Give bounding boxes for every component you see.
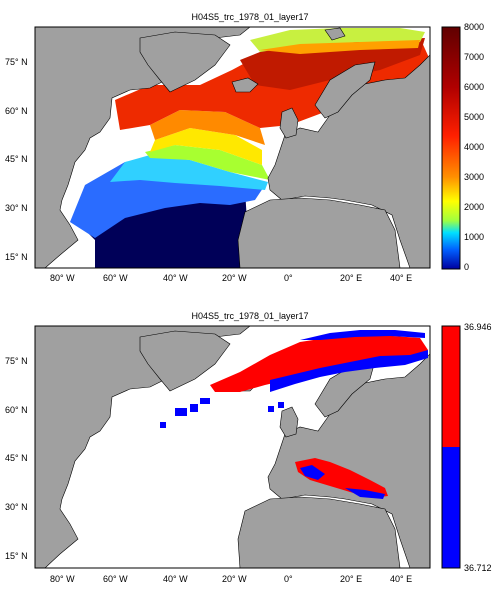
top-map-title: H04S5_trc_1978_01_layer17 [191, 12, 309, 22]
bottom-cell [278, 402, 284, 408]
top-land-africa [237, 197, 401, 268]
top-land-britain [279, 107, 299, 139]
bottom-field-arctic-blue [270, 350, 428, 392]
top-lon-label: 40° E [390, 273, 413, 283]
bottom-lat-label: 60° N [5, 405, 28, 415]
bottom-data-field [35, 326, 430, 568]
top-field-green [145, 145, 270, 180]
bottom-field-arctic-blue-north [300, 330, 425, 340]
bottom-lon-label: 0° [284, 574, 293, 584]
bottom-land-greenland [139, 330, 231, 392]
bottom-colorbar-max-label: 36.946 [464, 322, 492, 332]
top-colorbar-tick: 6000 [464, 82, 485, 92]
bottom-cell [200, 398, 210, 404]
top-colorbar-tick: 2000 [464, 202, 485, 212]
top-colorbar-tick: 7000 [464, 52, 485, 62]
bottom-lon-label: 40° W [163, 574, 188, 584]
bottom-colorbar-min-label: 36.712 [464, 563, 492, 573]
bottom-lon-label: 20° W [222, 574, 247, 584]
top-land-iceland [231, 77, 259, 93]
top-data-field [35, 27, 430, 268]
top-lon-label: 40° W [163, 273, 188, 283]
top-colorbar-tick: 1000 [464, 232, 485, 242]
bottom-lon-label: 80° W [50, 574, 75, 584]
top-colorbar-tick: 0 [464, 262, 470, 272]
top-map[interactable] [34, 26, 431, 269]
top-lon-label: 60° W [103, 273, 128, 283]
top-lon-label: 20° E [340, 273, 363, 283]
bottom-map-frame [34, 325, 431, 569]
bottom-map[interactable] [34, 325, 431, 569]
bottom-field-arctic-red [210, 335, 428, 392]
top-land-svalbard [324, 27, 346, 41]
top-land-eurasia [267, 27, 430, 268]
top-map-frame [34, 26, 431, 269]
top-land-scandinavia [314, 61, 376, 119]
top-lon-label: 20° W [222, 273, 247, 283]
bottom-lon-label: 20° E [340, 574, 363, 584]
top-field-yellow [150, 128, 262, 165]
bottom-land-eurasia [267, 326, 430, 568]
top-colorbar-tick: 3000 [464, 172, 485, 182]
top-lon-label: 80° W [50, 273, 75, 283]
bottom-lat-label: 30° N [5, 502, 28, 512]
top-lon-label: 0° [284, 273, 293, 283]
bottom-lon-label: 60° W [103, 574, 128, 584]
bottom-field-med-blue2 [345, 488, 385, 499]
top-field-cyan [110, 155, 268, 190]
top-field-arctic-orange [260, 40, 420, 54]
bottom-lon-label: 40° E [390, 574, 413, 584]
top-colorbar-tick: 8000 [464, 22, 485, 32]
bottom-field-med-blue [300, 465, 325, 480]
bottom-colorbar [441, 325, 461, 569]
bottom-field-med-red [295, 458, 388, 498]
top-lat-label: 45° N [5, 154, 28, 164]
bottom-land-africa [237, 496, 401, 568]
bottom-map-title: H04S5_trc_1978_01_layer17 [191, 311, 309, 321]
bottom-lat-label: 15° N [5, 551, 28, 561]
top-land-greenland [139, 31, 231, 93]
bottom-land-britain [279, 406, 299, 438]
top-lat-label: 60° N [5, 106, 28, 116]
bottom-lat-label: 75° N [5, 356, 28, 366]
top-lat-label: 15° N [5, 252, 28, 262]
bottom-cell [175, 408, 187, 416]
bottom-cell [190, 404, 198, 412]
top-colorbar [441, 26, 461, 270]
bottom-lat-label: 45° N [5, 453, 28, 463]
bottom-cell [160, 422, 166, 428]
bottom-cell [268, 406, 274, 412]
top-lat-label: 30° N [5, 203, 28, 213]
top-lat-label: 75° N [5, 57, 28, 67]
top-colorbar-tick: 4000 [464, 142, 485, 152]
top-field-orange [150, 110, 265, 145]
top-colorbar-tick: 5000 [464, 112, 485, 122]
bottom-land-scandinavia [314, 360, 376, 418]
